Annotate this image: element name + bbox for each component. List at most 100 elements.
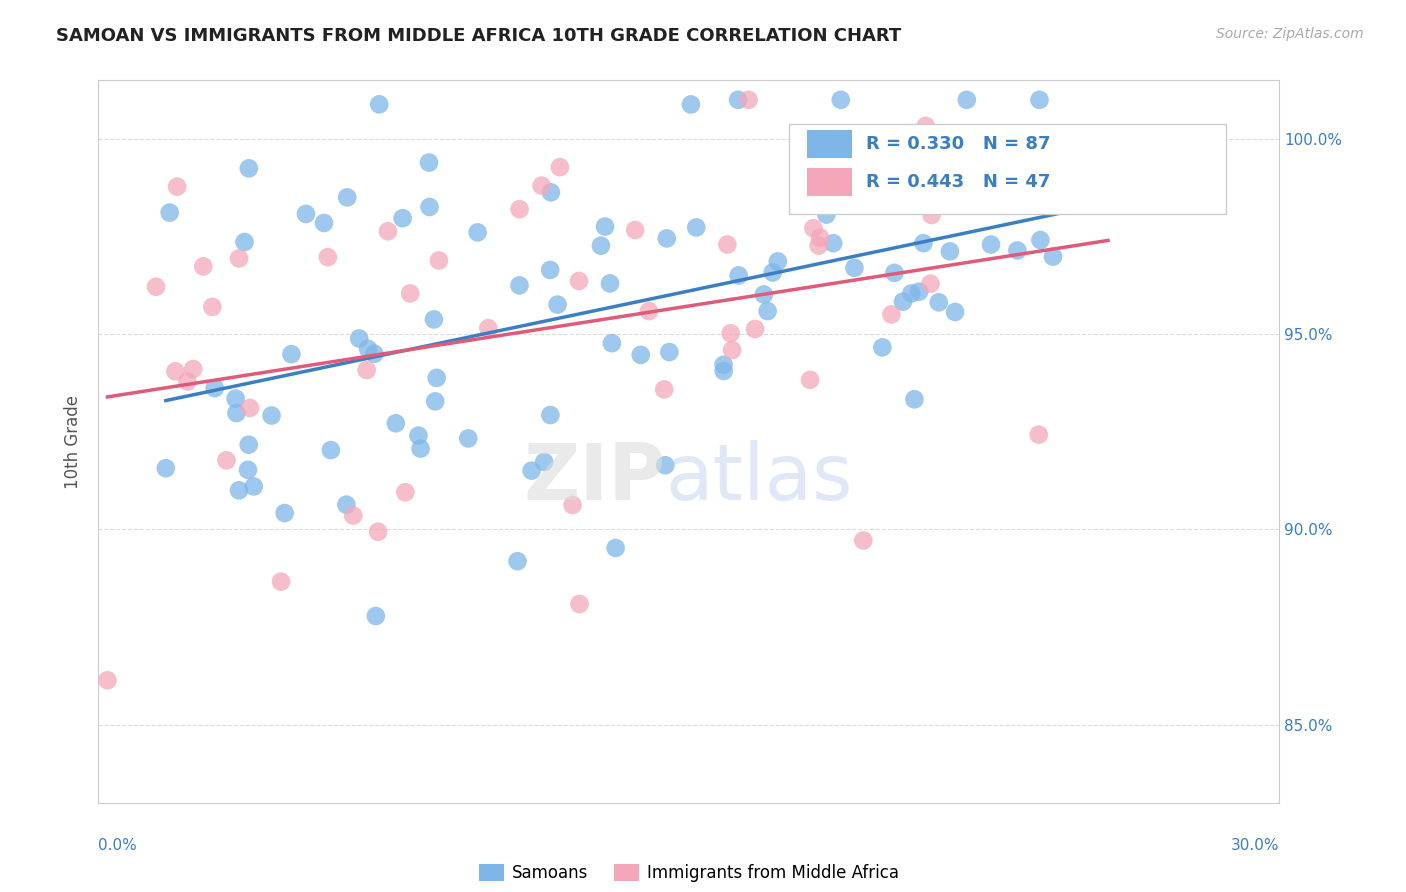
Point <box>921 208 943 222</box>
Point <box>752 287 775 301</box>
Text: atlas: atlas <box>665 440 853 516</box>
Point <box>1029 233 1052 247</box>
Point <box>155 461 177 475</box>
Point <box>1007 244 1029 258</box>
Point <box>1059 140 1081 154</box>
Point <box>225 406 247 420</box>
Point <box>799 373 821 387</box>
Point <box>367 524 389 539</box>
FancyBboxPatch shape <box>789 124 1226 214</box>
Point <box>1097 135 1119 149</box>
Point <box>280 347 302 361</box>
Point <box>903 392 925 407</box>
Point <box>799 192 821 206</box>
Point <box>239 401 262 415</box>
Point <box>630 348 652 362</box>
Point <box>408 428 430 442</box>
Point <box>225 392 247 406</box>
Point <box>920 277 942 291</box>
Point <box>815 208 838 222</box>
Point <box>1042 250 1064 264</box>
Point <box>679 97 702 112</box>
Point <box>589 238 612 252</box>
Point <box>883 266 905 280</box>
Point <box>599 277 621 291</box>
Point <box>762 265 785 279</box>
Point <box>807 238 830 252</box>
Text: SAMOAN VS IMMIGRANTS FROM MIDDLE AFRICA 10TH GRADE CORRELATION CHART: SAMOAN VS IMMIGRANTS FROM MIDDLE AFRICA … <box>56 27 901 45</box>
Point <box>624 223 647 237</box>
Point <box>238 161 260 176</box>
Point <box>547 297 569 311</box>
Point <box>347 331 370 345</box>
Point <box>260 409 283 423</box>
Point <box>242 479 264 493</box>
Point <box>418 155 440 169</box>
Point <box>956 93 979 107</box>
Point <box>756 304 779 318</box>
Point <box>409 442 432 456</box>
Point <box>273 506 295 520</box>
Point <box>228 252 250 266</box>
Point <box>727 268 749 283</box>
Point <box>917 151 939 165</box>
Point <box>520 464 543 478</box>
Point <box>1028 93 1050 107</box>
Point <box>215 453 238 467</box>
Point <box>1028 427 1050 442</box>
Point <box>713 358 735 372</box>
Point <box>638 304 661 318</box>
Point <box>181 362 204 376</box>
Point <box>336 190 359 204</box>
Point <box>335 498 357 512</box>
Point <box>713 364 735 378</box>
Point <box>176 375 198 389</box>
Point <box>928 295 950 310</box>
Point <box>342 508 364 523</box>
Point <box>720 326 742 341</box>
Point <box>530 178 553 193</box>
Point <box>538 408 561 422</box>
Text: R = 0.330   N = 87: R = 0.330 N = 87 <box>866 135 1050 153</box>
Point <box>228 483 250 498</box>
Point <box>737 93 759 107</box>
Point <box>918 196 941 211</box>
Point <box>658 345 681 359</box>
Point <box>721 343 744 357</box>
Point <box>423 312 446 326</box>
Text: 0.0%: 0.0% <box>98 838 138 854</box>
Point <box>312 216 335 230</box>
Point <box>384 417 406 431</box>
Point <box>145 279 167 293</box>
Point <box>980 237 1002 252</box>
Point <box>654 458 676 473</box>
Point <box>270 574 292 589</box>
Point <box>593 219 616 234</box>
Point <box>509 202 531 217</box>
Point <box>844 260 866 275</box>
Y-axis label: 10th Grade: 10th Grade <box>65 394 83 489</box>
Point <box>901 128 924 142</box>
Point <box>506 554 529 568</box>
Point <box>600 336 623 351</box>
Point <box>364 609 387 624</box>
Point <box>548 160 571 174</box>
Text: Source: ZipAtlas.com: Source: ZipAtlas.com <box>1216 27 1364 41</box>
Point <box>943 305 966 319</box>
Point <box>426 371 449 385</box>
Point <box>204 381 226 395</box>
Point <box>823 236 845 251</box>
Point <box>419 200 441 214</box>
Point <box>852 533 875 548</box>
Point <box>399 286 422 301</box>
FancyBboxPatch shape <box>807 169 852 196</box>
Point <box>727 93 749 107</box>
Point <box>233 235 256 249</box>
Text: ZIP: ZIP <box>523 440 665 516</box>
Point <box>900 286 922 301</box>
Point <box>605 541 627 555</box>
Point <box>356 363 378 377</box>
Point <box>391 211 413 226</box>
Point <box>830 93 852 107</box>
Point <box>872 340 894 354</box>
